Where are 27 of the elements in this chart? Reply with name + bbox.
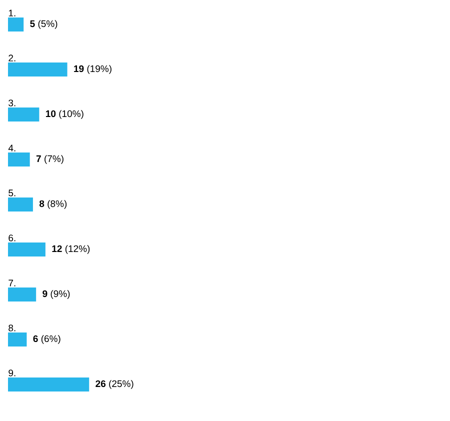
- y-tick-label: 2.: [8, 54, 16, 62]
- y-tick-label: 4.: [8, 144, 16, 152]
- data-label: 19 (19%): [74, 65, 112, 74]
- bar: [8, 378, 90, 392]
- bar: [8, 18, 24, 32]
- y-tick-label: 3.: [8, 100, 16, 106]
- data-label: 5 (5%): [30, 20, 58, 29]
- data-label: 6 (6%): [33, 335, 60, 344]
- bar: [8, 242, 46, 257]
- bar: [8, 198, 33, 212]
- bar: [8, 332, 27, 347]
- y-tick-label: 6.: [8, 234, 16, 242]
- data-label: 9 (9%): [42, 290, 70, 299]
- data-label: 10 (10%): [46, 110, 84, 119]
- y-tick-label: 9.: [8, 370, 16, 376]
- bar: [8, 108, 40, 122]
- y-tick-label: 5.: [8, 190, 16, 196]
- bar: [8, 152, 30, 167]
- data-label: 26 (25%): [96, 380, 134, 389]
- data-label: 7 (7%): [36, 155, 64, 164]
- data-label: 8 (8%): [39, 200, 67, 209]
- y-tick-label: 7.: [8, 280, 16, 286]
- data-label: 12 (12%): [52, 245, 90, 254]
- bar: [8, 288, 36, 302]
- y-tick-label: 1.: [8, 10, 16, 16]
- y-tick-label: 8.: [8, 324, 16, 332]
- bar: [8, 62, 68, 77]
